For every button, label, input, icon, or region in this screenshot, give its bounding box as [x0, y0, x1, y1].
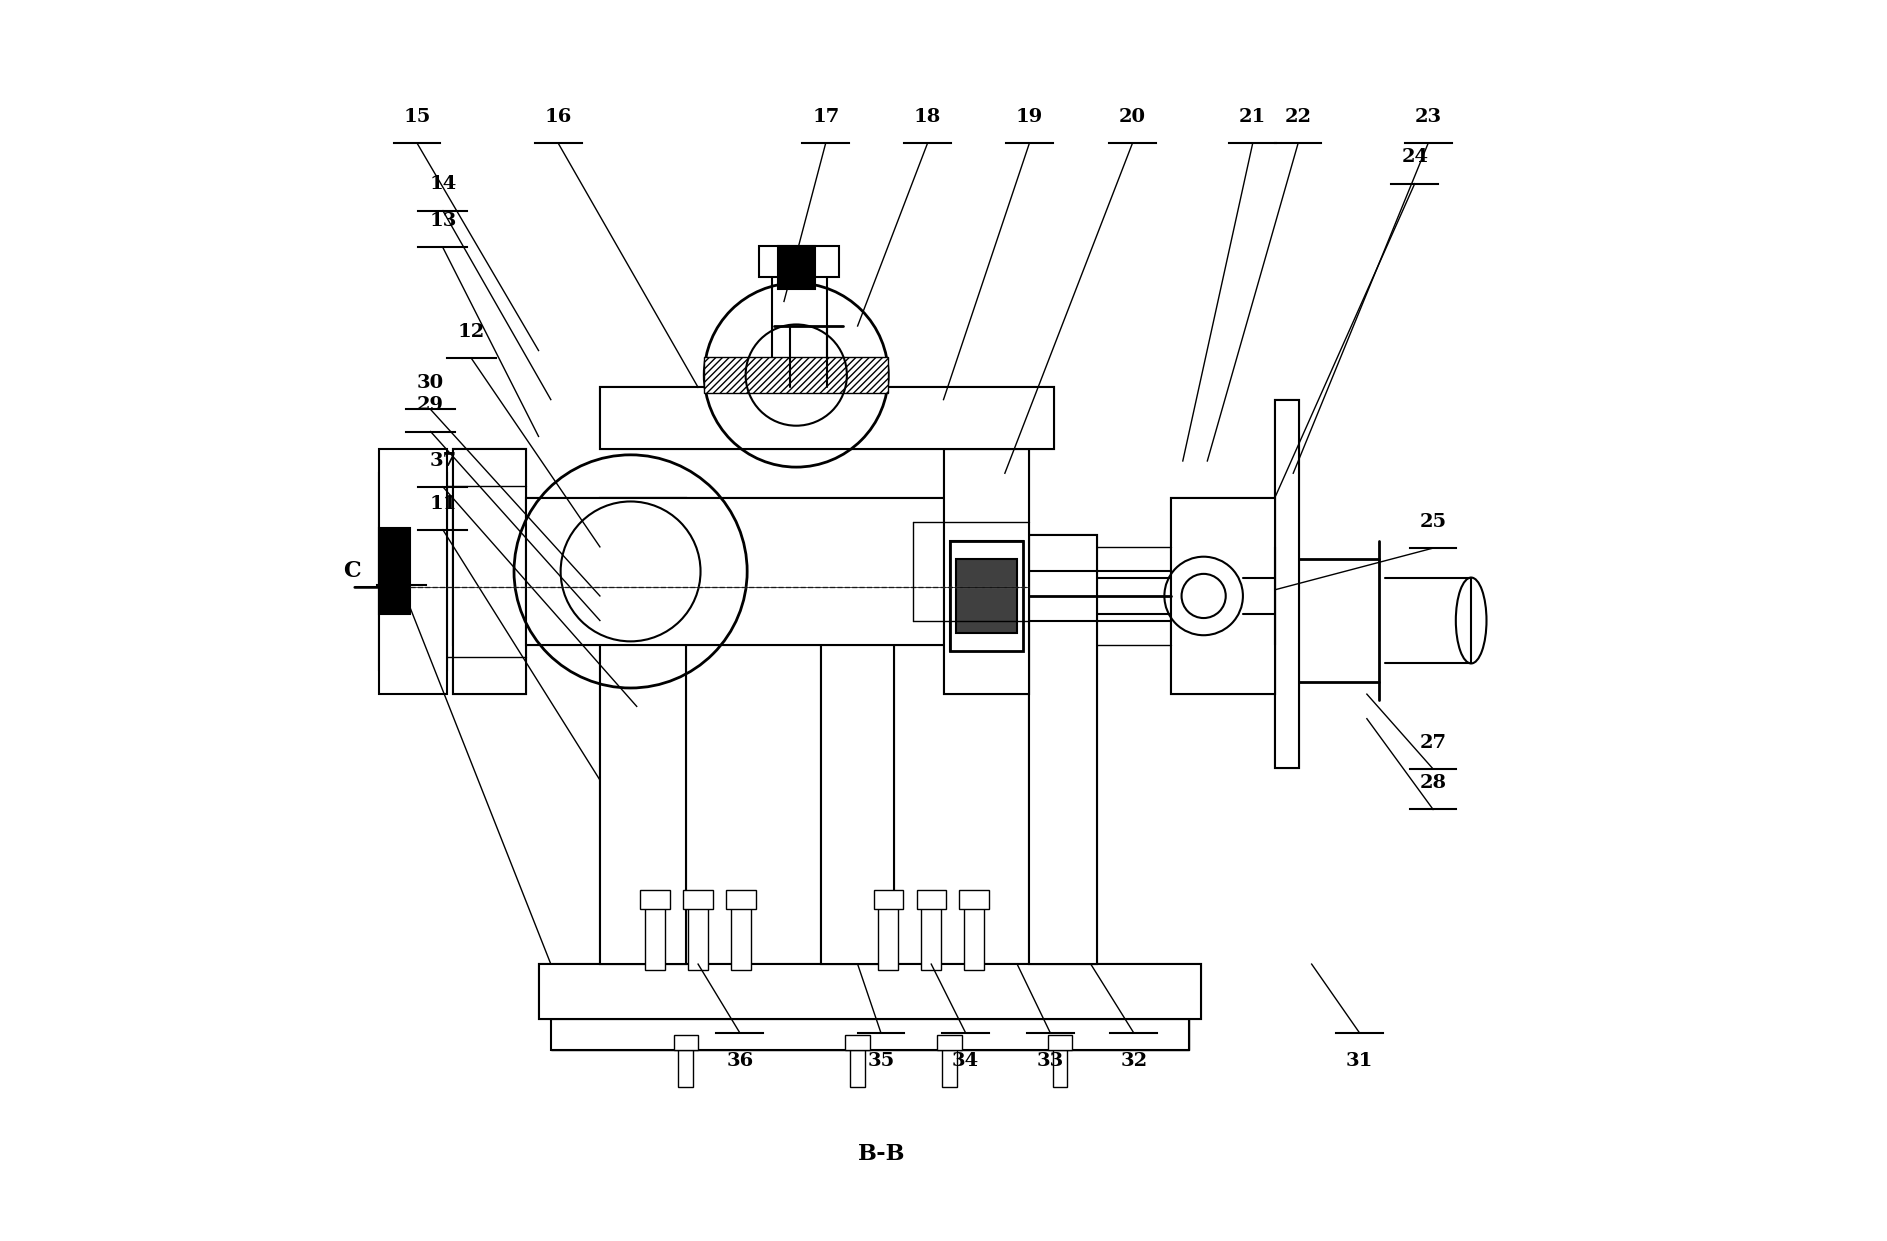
- Bar: [600, 498, 685, 964]
- Bar: [600, 498, 685, 964]
- Bar: [949, 541, 1023, 652]
- Text: 34: 34: [953, 1052, 979, 1071]
- Text: 35: 35: [868, 1052, 894, 1071]
- Bar: [1053, 1050, 1068, 1087]
- Text: 5: 5: [394, 550, 408, 567]
- Bar: [538, 964, 1202, 1019]
- Text: 18: 18: [913, 108, 942, 127]
- Bar: [845, 1035, 870, 1050]
- Bar: [704, 356, 889, 393]
- Bar: [538, 964, 1202, 1019]
- Bar: [1030, 535, 1096, 964]
- Text: 21: 21: [1240, 108, 1266, 127]
- Text: 24: 24: [1402, 149, 1428, 166]
- Bar: [640, 891, 670, 908]
- Bar: [959, 891, 989, 908]
- Bar: [453, 449, 526, 694]
- Text: C: C: [343, 561, 360, 582]
- Bar: [379, 449, 447, 694]
- Bar: [726, 891, 757, 908]
- Text: 15: 15: [404, 108, 430, 127]
- Text: 33: 33: [1036, 1052, 1064, 1071]
- Bar: [949, 541, 1023, 652]
- Text: B-B: B-B: [859, 1143, 906, 1165]
- Text: 23: 23: [1415, 108, 1442, 127]
- Text: 28: 28: [1419, 774, 1447, 792]
- Bar: [1170, 498, 1276, 694]
- Bar: [600, 387, 1055, 449]
- Bar: [944, 449, 1030, 694]
- Text: 27: 27: [1419, 733, 1447, 752]
- Bar: [379, 529, 409, 614]
- Text: 14: 14: [428, 175, 457, 194]
- Text: 12: 12: [457, 323, 485, 341]
- Bar: [821, 535, 894, 964]
- Text: 22: 22: [1285, 108, 1311, 127]
- Bar: [942, 1050, 957, 1087]
- Bar: [759, 246, 840, 277]
- Bar: [683, 891, 713, 908]
- Ellipse shape: [1455, 577, 1487, 664]
- Bar: [1170, 498, 1276, 694]
- Bar: [944, 449, 1030, 694]
- Bar: [917, 891, 945, 908]
- Bar: [964, 896, 983, 970]
- Bar: [851, 1050, 864, 1087]
- Text: 16: 16: [545, 108, 572, 127]
- Bar: [379, 473, 447, 670]
- Bar: [772, 264, 827, 387]
- Bar: [551, 1019, 1189, 1050]
- Bar: [1030, 535, 1096, 964]
- Bar: [526, 498, 957, 645]
- Bar: [453, 498, 1006, 645]
- Bar: [821, 535, 894, 964]
- Bar: [689, 896, 708, 970]
- Text: 17: 17: [811, 108, 840, 127]
- Bar: [879, 896, 898, 970]
- Text: 13: 13: [428, 212, 457, 231]
- Bar: [645, 896, 664, 970]
- Bar: [600, 387, 1055, 449]
- Bar: [453, 449, 526, 694]
- Bar: [551, 1019, 1189, 1050]
- Bar: [1276, 400, 1300, 768]
- Text: 25: 25: [1419, 513, 1447, 531]
- Text: 37: 37: [428, 452, 457, 469]
- Bar: [957, 560, 1017, 633]
- Bar: [938, 1035, 962, 1050]
- Text: 30: 30: [417, 375, 443, 392]
- Bar: [777, 246, 815, 289]
- Bar: [674, 1035, 698, 1050]
- Text: 20: 20: [1119, 108, 1145, 127]
- Bar: [874, 891, 904, 908]
- Bar: [921, 896, 942, 970]
- Text: 32: 32: [1121, 1052, 1147, 1071]
- Text: 31: 31: [1345, 1052, 1374, 1071]
- Bar: [730, 896, 751, 970]
- Text: 36: 36: [726, 1052, 753, 1071]
- Text: 11: 11: [428, 494, 457, 513]
- Bar: [1276, 400, 1300, 768]
- Bar: [679, 1050, 693, 1087]
- Text: 29: 29: [417, 396, 443, 414]
- Text: 19: 19: [1015, 108, 1044, 127]
- Bar: [1047, 1035, 1072, 1050]
